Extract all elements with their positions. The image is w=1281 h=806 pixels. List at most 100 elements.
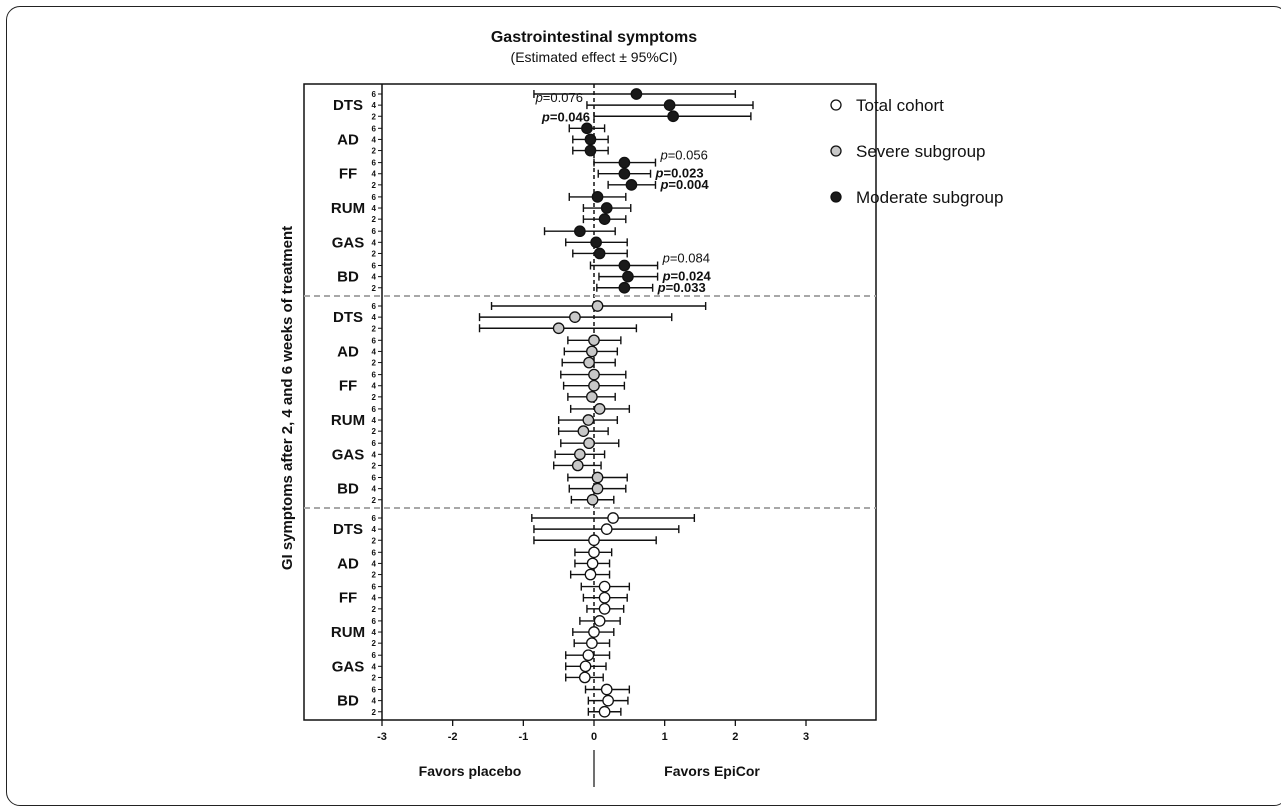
point-estimate [618,281,631,294]
week-label: 4 [372,697,377,706]
week-label: 4 [372,204,377,213]
p-value: =0.046 [550,109,590,124]
p-value-label: p=0.056 [659,148,707,163]
p-value-label: p=0.004 [659,177,709,192]
legend-label: Severe subgroup [856,142,985,161]
week-label: 6 [372,405,377,414]
point-estimate [577,425,590,438]
category-label: GAS [332,234,365,251]
p-value-label: p=0.024 [662,269,712,284]
category-label: BD [337,693,359,710]
week-label: 2 [372,605,377,614]
chart-subtitle: (Estimated effect ± 95%CI) [511,49,678,65]
point-estimate [569,311,581,323]
week-label: 6 [372,302,377,311]
week-label: 4 [372,101,377,110]
category-label: DTS [333,309,363,326]
week-label: 6 [372,474,377,483]
week-label: 2 [372,427,377,436]
p-symbol: p [662,269,671,284]
point-estimate [622,270,634,283]
x-tick-label: -2 [448,731,458,743]
category-label: BD [337,269,359,286]
point-estimate [588,546,600,559]
point-estimate [583,437,595,450]
week-label: 4 [372,347,377,356]
week-label: 6 [372,583,377,592]
p-symbol: p [662,251,670,266]
category-label: FF [339,590,357,607]
point-estimate [586,637,598,650]
week-label: 4 [372,238,377,247]
point-estimate [591,300,604,312]
point-estimate [593,615,606,627]
point-estimate [584,133,597,146]
point-estimate [630,88,643,100]
x-tick-label: 0 [591,731,597,743]
p-value-label: p=0.033 [657,280,706,295]
point-estimate [578,671,591,684]
p-value-label: p=0.046 [541,109,590,124]
point-estimate [618,156,631,169]
week-label: 2 [372,359,377,368]
legend-marker [830,99,842,111]
point-estimate [586,557,599,570]
week-label: 6 [372,514,377,523]
week-label: 2 [372,215,377,224]
p-value-label: p=0.023 [655,166,704,181]
p-value: =0.033 [666,280,706,295]
point-estimate [593,247,606,260]
point-estimate [582,414,595,426]
forest-plot: Gastrointestinal symptoms (Estimated eff… [279,29,1003,787]
legend-label: Moderate subgroup [856,188,1003,207]
point-estimate [588,379,600,392]
week-label: 6 [372,548,377,557]
p-value: =0.004 [668,177,709,192]
p-value-label: p=0.076 [535,90,583,105]
favors-epicor-label: Favors EpiCor [664,763,760,779]
week-label: 4 [372,594,377,603]
point-estimate [591,471,604,484]
week-label: 4 [372,382,377,391]
x-tick-label: -3 [377,731,387,743]
point-estimate [586,391,598,403]
week-label: 4 [372,170,377,179]
point-estimate [574,448,586,461]
point-estimate [590,236,602,249]
point-estimate [586,493,599,506]
point-estimate [582,649,595,662]
point-estimate [552,322,565,335]
plot-border [303,83,877,721]
point-estimate [625,179,638,191]
week-label: 4 [372,416,377,425]
category-label: AD [337,131,359,148]
week-label: 2 [372,284,377,293]
week-label: 2 [372,393,377,402]
point-estimate [618,259,631,272]
p-symbol: p [657,280,666,295]
chart-title: Gastrointestinal symptoms [491,29,697,46]
week-label: 2 [372,639,377,648]
week-label: 4 [372,313,377,322]
point-estimate [598,705,611,718]
point-estimate [579,660,592,673]
category-label: BD [337,481,359,498]
week-label: 6 [372,686,377,695]
category-label: AD [337,343,359,360]
week-label: 4 [372,485,377,494]
x-tick-label: -1 [518,731,528,743]
point-estimate [571,459,584,472]
week-label: 4 [372,135,377,144]
category-label: RUM [331,200,365,217]
p-value: =0.056 [668,148,708,163]
week-label: 4 [372,450,377,459]
x-tick-label: 2 [732,731,738,743]
week-label: 6 [372,159,377,168]
week-label: 2 [372,536,377,545]
y-axis-label: GI symptoms after 2, 4 and 6 weeks of tr… [279,226,296,570]
point-estimate [593,403,606,415]
point-estimate [598,591,611,604]
week-label: 6 [372,193,377,202]
week-label: 2 [372,249,377,258]
